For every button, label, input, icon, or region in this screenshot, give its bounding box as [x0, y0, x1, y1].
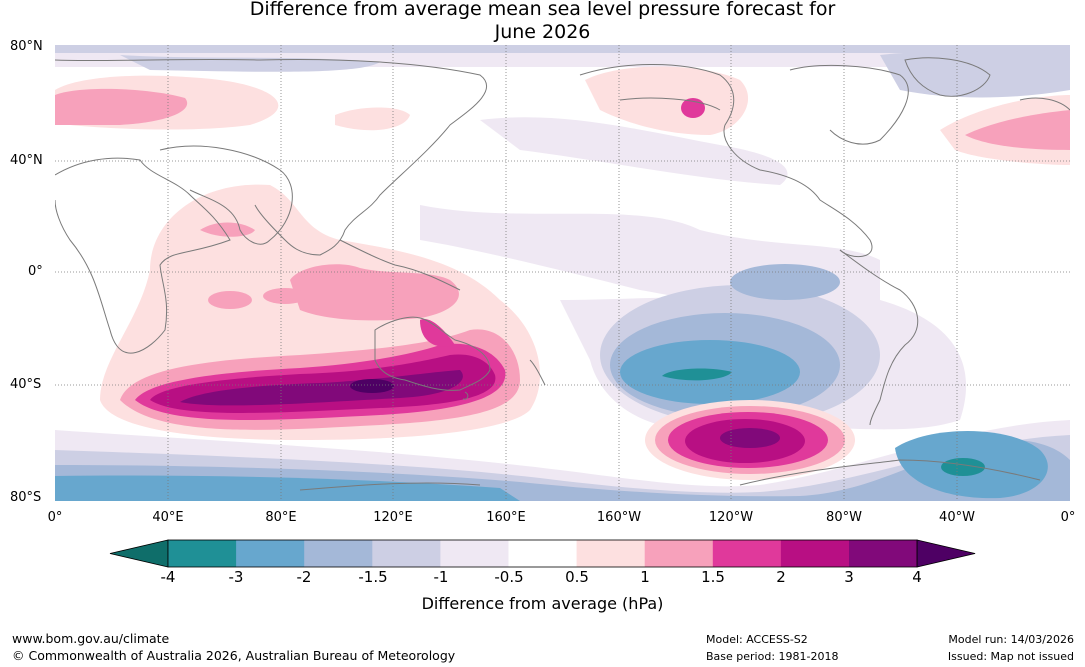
colorbar-tick: 4 [912, 568, 922, 586]
graticule [55, 45, 1070, 501]
lon-label-80e: 80°E [265, 510, 297, 525]
website-text: www.bom.gov.au/climate [12, 631, 170, 646]
colorbar-segment [168, 540, 237, 567]
colorbar-tick: -2 [296, 568, 312, 586]
lat-label-40s: 40°S [10, 377, 42, 392]
lon-label-0-left: 0° [47, 510, 63, 525]
lat-label-80s: 80°S [10, 490, 42, 505]
copyright-text: © Commonwealth of Australia 2026, Austra… [12, 648, 456, 663]
lon-label-40e: 40°E [152, 510, 184, 525]
footer-left: www.bom.gov.au/climate © Commonwealth of… [12, 630, 455, 664]
colorbar-segment [236, 540, 305, 567]
issued-text: Issued: Map not issued [947, 650, 1074, 663]
colorbar-tick: 0.5 [565, 568, 589, 586]
colorbar-tick: 1 [640, 568, 650, 586]
colorbar-segment [849, 540, 918, 567]
colorbar-tick: -1 [433, 568, 449, 586]
lat-label-80n: 80°N [10, 39, 43, 54]
colorbar-segment [712, 540, 782, 567]
colorbar-extend-high [916, 539, 976, 568]
colorbar-tick: -3 [228, 568, 244, 586]
model-run-text: Model run: 14/03/2026 [948, 633, 1074, 646]
footer-run: Model run: 14/03/2026 Issued: Map not is… [948, 631, 1074, 665]
colorbar-extend-low [109, 539, 169, 568]
colorbar-frame [167, 539, 918, 568]
colorbar-tick: -4 [160, 568, 176, 586]
colorbar-tick: 1.5 [701, 568, 725, 586]
colorbar-tick: -0.5 [494, 568, 524, 586]
colorbar-tick: 3 [844, 568, 854, 586]
base-period-text: Base period: 1981-2018 [706, 650, 839, 663]
colorbar-segment [304, 540, 373, 567]
footer-model: Model: ACCESS-S2 Base period: 1981-2018 [706, 631, 838, 665]
lon-label-40w: 40°W [939, 510, 975, 525]
anomaly-fields [55, 45, 1070, 501]
lon-label-120e: 120°E [373, 510, 413, 525]
colorbar-tick: -1.5 [358, 568, 388, 586]
title-line-2: June 2026 [494, 21, 591, 43]
colorbar-tick: 2 [776, 568, 786, 586]
colorbar-label: Difference from average (hPa) [421, 594, 664, 613]
lon-label-160e: 160°E [486, 510, 526, 525]
lat-label-0: 0° [28, 264, 43, 279]
model-text: Model: ACCESS-S2 [706, 633, 808, 646]
lon-label-120w: 120°W [708, 510, 754, 525]
colorbar-segment [780, 540, 850, 567]
lat-label-40n: 40°N [10, 153, 43, 168]
colorbar-segment [576, 540, 646, 567]
colorbar-segment [644, 540, 714, 567]
lon-label-80w: 80°W [826, 510, 862, 525]
coastlines [55, 57, 1070, 491]
lon-label-0-right: 0° [1060, 510, 1076, 525]
map-title: Difference from average mean sea level p… [0, 0, 1085, 44]
colorbar-segment [440, 540, 509, 567]
colorbar-segment [508, 540, 578, 567]
lon-label-160w: 160°W [596, 510, 642, 525]
colorbar-segment [372, 540, 441, 567]
title-line-1: Difference from average mean sea level p… [249, 0, 836, 20]
